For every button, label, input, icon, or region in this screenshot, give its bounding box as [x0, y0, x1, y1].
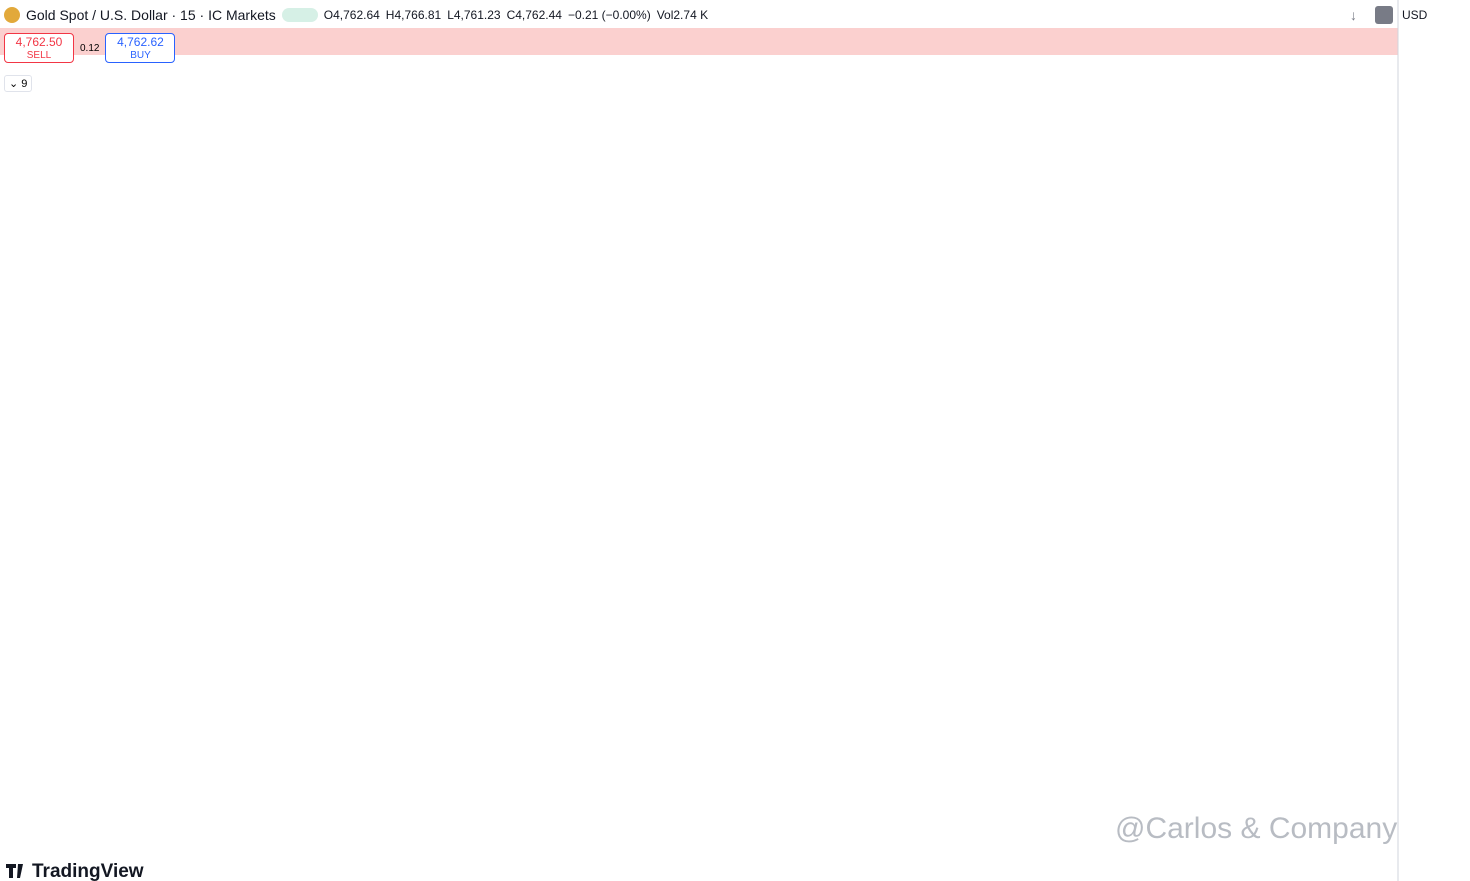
symbol-icon [4, 7, 20, 23]
ohlc-value: O4,762.64 [323, 8, 380, 22]
buy-button[interactable]: 4,762.62 BUY [105, 33, 176, 63]
buy-label: BUY [130, 50, 151, 61]
refresh-btn[interactable] [1375, 6, 1393, 24]
ohlc-value: H4,766.81 [385, 8, 442, 22]
watermark: @Carlos & Company [1115, 812, 1397, 845]
ohlc-value: C4,762.44 [506, 8, 562, 22]
alert-band [0, 28, 1398, 55]
sell-button[interactable]: 4,762.50 SELL [4, 33, 74, 63]
status [281, 8, 318, 22]
ohlc-value: Vol2.74 K [656, 8, 709, 22]
sell-label: SELL [26, 50, 52, 61]
header: Gold Spot / U.S. Dollar · 15 · IC Market… [0, 0, 1398, 30]
ohlc-value: −0.21 (−0.00%) [567, 8, 651, 22]
sell-price: 4,762.50 [15, 35, 63, 49]
symbol: Gold Spot / U.S. Dollar · 15 · IC Market… [26, 7, 276, 23]
currency[interactable]: USD [1402, 8, 1428, 22]
spread: 0.12 [80, 42, 100, 54]
collapse-btn[interactable]: ↓ [1350, 7, 1357, 23]
logo-mark [6, 864, 23, 878]
indicators-toggle[interactable]: ⌄ 9 [4, 75, 33, 92]
indicators-count: 9 [21, 78, 28, 90]
price-axis [1398, 0, 1470, 881]
logo: TradingView [32, 861, 144, 881]
buy-price: 4,762.62 [117, 35, 164, 49]
trade-panel: 4,762.50 SELL 0.12 4,762.62 BUY [4, 33, 176, 63]
ohlc: O4,762.64 H4,766.81 L4,761.23 C4,762.44 −0.2… [324, 8, 708, 22]
ohlc-value: L4,761.23 [447, 8, 501, 22]
